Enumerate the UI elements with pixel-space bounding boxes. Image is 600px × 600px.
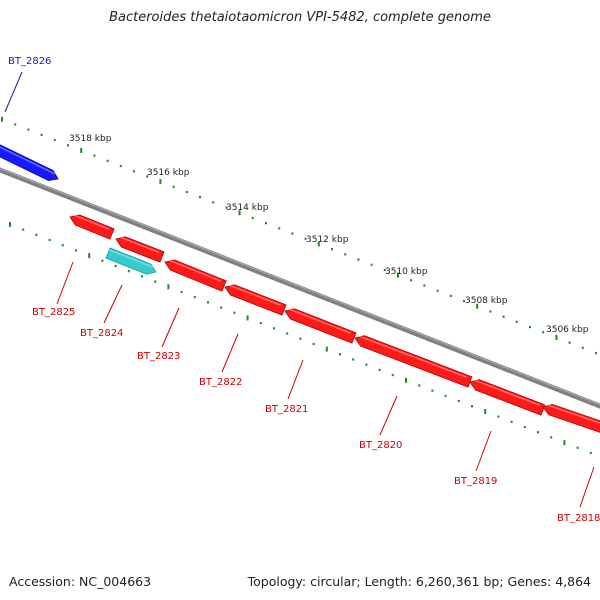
gene-arrow-bt-2820[interactable]: [354, 334, 473, 388]
tick-label-layer: 3518 kbp 3516 kbp 3514 kbp 3512 kbp 3510 kbp…: [69, 134, 589, 335]
gene-label-bt-2819[interactable]: BT_2819: [454, 430, 497, 487]
gene-arrow-bt-2819[interactable]: [469, 378, 546, 416]
leader-line: [103, 284, 123, 324]
outer-tick-track: [1, 116, 597, 355]
tick-label: 3510 kbp: [385, 267, 428, 277]
tick-label: 3518 kbp: [69, 134, 112, 144]
gene-label-bt-2818[interactable]: BT_2818: [557, 466, 600, 524]
gene-arrow-bt-2821[interactable]: [284, 307, 357, 344]
gene-name-text: BT_2824: [80, 328, 123, 339]
gene-name-text: BT_2820: [359, 440, 402, 451]
gene-name-text: BT_2825: [32, 307, 75, 318]
leader-line: [161, 307, 180, 348]
genome-summary-text: Topology: circular; Length: 6,260,361 bp…: [247, 574, 591, 589]
leader-line: [475, 430, 492, 472]
genome-title: Bacteroides thetaiotaomicron VPI-5482, c…: [109, 10, 491, 25]
gene-label-bt-2824[interactable]: BT_2824: [80, 284, 123, 339]
gene-name-text: BT_2819: [454, 476, 497, 487]
gene-name-text: BT_2821: [265, 404, 308, 415]
gene-track: [0, 141, 600, 435]
tick-label: 3514 kbp: [226, 203, 269, 213]
genome-backbone-highlight: [0, 167, 600, 406]
leader-line: [287, 359, 304, 400]
tick-label: 3506 kbp: [546, 325, 589, 335]
gene-label-layer: BT_2826 BT_2825 BT_2824 BT_2823 BT_2822 BT_28…: [4, 56, 600, 524]
accession-text: Accession: NC_004663: [9, 574, 152, 589]
leader-line: [56, 261, 74, 305]
gene-label-bt-2826[interactable]: BT_2826: [4, 56, 51, 113]
gene-label-bt-2823[interactable]: BT_2823: [137, 307, 180, 362]
gene-arrow-bt-2818[interactable]: [542, 403, 600, 435]
gene-name-text: BT_2823: [137, 351, 180, 362]
leader-line: [221, 333, 239, 373]
gene-arrow-bt-2823[interactable]: [164, 258, 227, 292]
gene-arrow-bt-2825[interactable]: [115, 235, 165, 263]
gene-label-bt-2822[interactable]: BT_2822: [199, 333, 242, 388]
leader-line: [4, 71, 23, 113]
gene-label-bt-2821[interactable]: BT_2821: [265, 359, 308, 415]
tick-label: 3512 kbp: [306, 235, 349, 245]
leader-line: [579, 466, 595, 508]
gene-arrow-bt-2826[interactable]: [0, 141, 59, 181]
gene-arrow-bt-2824[interactable]: [105, 247, 157, 275]
inner-tick-track: [9, 221, 592, 455]
gene-arrow-bt-2825[interactable]: [69, 213, 115, 240]
gene-name-text: BT_2822: [199, 377, 242, 388]
gene-label-bt-2825[interactable]: BT_2825: [32, 261, 75, 318]
genome-backbone: [0, 167, 600, 409]
gene-name-text: BT_2818: [557, 513, 600, 524]
gene-arrow-bt-2822[interactable]: [224, 283, 287, 316]
gene-label-bt-2820[interactable]: BT_2820: [359, 395, 402, 451]
tick-label: 3516 kbp: [147, 168, 190, 178]
leader-line: [379, 395, 398, 436]
gene-name-text: BT_2826: [8, 56, 51, 67]
tick-label: 3508 kbp: [465, 296, 508, 306]
